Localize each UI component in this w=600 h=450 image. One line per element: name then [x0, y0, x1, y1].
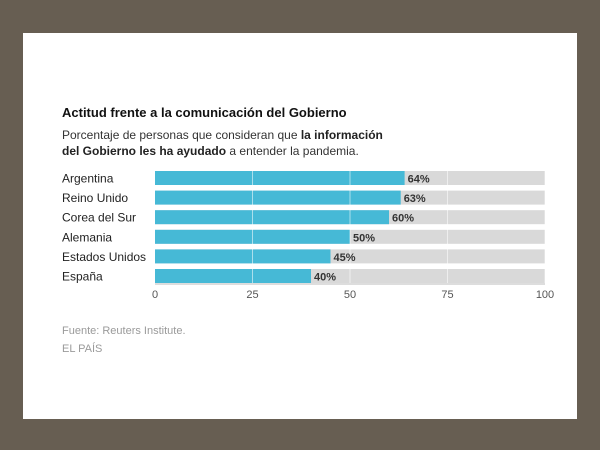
bar-2: [155, 210, 389, 225]
data-label: 40%: [314, 272, 336, 284]
bar-4: [155, 249, 331, 264]
x-tick-label: 100: [536, 289, 554, 301]
category-label: España: [62, 270, 103, 284]
subtitle-text-end: a entender la pandemia.: [226, 144, 359, 158]
category-label: Reino Unido: [62, 191, 128, 205]
category-label: Alemania: [62, 230, 112, 244]
data-label: 50%: [353, 232, 375, 244]
bar-1: [155, 190, 401, 205]
chart-title: Actitud frente a la comunicación del Gob…: [62, 105, 347, 120]
data-label: 63%: [404, 193, 426, 205]
x-tick-label: 50: [344, 289, 356, 301]
source-note: Fuente: Reuters Institute.: [62, 325, 186, 337]
data-label: 64%: [408, 174, 430, 186]
x-tick-label: 25: [246, 289, 258, 301]
bar-5: [155, 269, 311, 283]
category-label: Corea del Sur: [62, 211, 136, 225]
bar-0: [155, 171, 405, 185]
data-label: 45%: [334, 252, 356, 264]
x-tick-label: 75: [441, 289, 453, 301]
category-label: Estados Unidos: [62, 250, 146, 264]
chart-subtitle: Porcentaje de personas que consideran qu…: [62, 127, 383, 159]
category-label: Argentina: [62, 172, 114, 186]
publisher-name: EL PAÍS: [62, 343, 103, 355]
data-label: 60%: [392, 213, 414, 225]
subtitle-bold-line1: la información: [300, 128, 383, 142]
subtitle-bold-line2: del Gobierno les ha ayudado: [62, 144, 227, 158]
chart-card: [23, 33, 577, 419]
subtitle-text-start: Porcentaje de personas que consideran qu…: [62, 128, 301, 142]
x-tick-label: 0: [152, 289, 158, 301]
